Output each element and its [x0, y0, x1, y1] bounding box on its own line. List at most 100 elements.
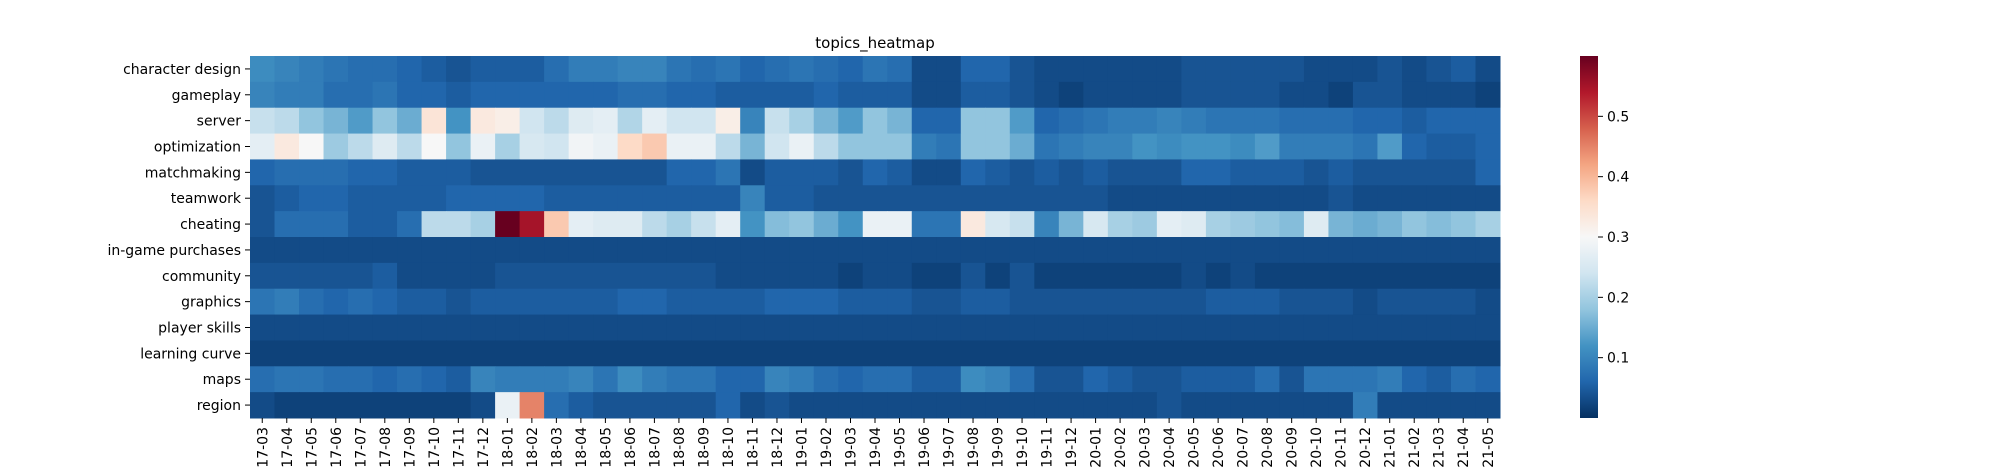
heatmap-cell — [691, 288, 717, 316]
heatmap-cell — [1426, 340, 1452, 367]
x-tick-label: 18-07 — [647, 427, 663, 468]
heatmap-cell — [985, 211, 1011, 238]
heatmap-cell — [1475, 185, 1501, 212]
heatmap-cell — [813, 211, 839, 238]
heatmap-cell — [1401, 262, 1427, 290]
colorbar-gradient — [1580, 56, 1598, 418]
heatmap-cell — [470, 81, 496, 109]
heatmap-cell — [715, 133, 741, 160]
heatmap-cell — [1303, 237, 1329, 264]
heatmap-cell — [593, 107, 619, 135]
heatmap-cell — [642, 211, 668, 238]
heatmap-cell — [446, 237, 472, 264]
heatmap-cell — [323, 262, 349, 290]
heatmap-cell — [348, 185, 374, 212]
heatmap-cell — [1377, 107, 1403, 135]
x-tick-label: 18-01 — [500, 427, 516, 468]
heatmap-cell — [1377, 262, 1403, 290]
heatmap-cell — [1205, 56, 1231, 83]
heatmap-cell — [323, 288, 349, 316]
heatmap-cell — [691, 185, 717, 212]
heatmap-cell — [985, 262, 1011, 290]
heatmap-cell — [1009, 288, 1035, 316]
x-tick-label: 19-09 — [991, 427, 1007, 468]
heatmap-cell — [691, 262, 717, 290]
heatmap-cell — [715, 314, 741, 341]
heatmap-cell — [1083, 392, 1109, 419]
heatmap-cell — [372, 133, 398, 160]
heatmap-cell — [642, 392, 668, 419]
x-tick-label: 18-03 — [549, 427, 565, 468]
heatmap-cell — [1156, 314, 1182, 341]
heatmap-cell — [1230, 133, 1256, 160]
heatmap-cell — [593, 366, 619, 393]
heatmap-cell — [617, 262, 643, 290]
heatmap-cell — [838, 133, 864, 160]
heatmap-cell — [1352, 159, 1378, 186]
heatmap-cell — [544, 262, 570, 290]
heatmap-cell — [1107, 81, 1133, 109]
heatmap-cell — [1181, 314, 1207, 341]
heatmap-cell — [887, 56, 913, 83]
heatmap-cell — [1181, 340, 1207, 367]
heatmap-cell — [421, 133, 447, 160]
heatmap-cell — [1107, 262, 1133, 290]
heatmap-cell — [446, 133, 472, 160]
heatmap-cell — [887, 107, 913, 135]
colorbar-tick-label: 0.1 — [1607, 351, 1629, 367]
heatmap-cell — [1034, 340, 1060, 367]
heatmap-cell — [1377, 314, 1403, 341]
heatmap-cell — [789, 237, 815, 264]
heatmap-cell — [1377, 237, 1403, 264]
heatmap-cell — [1058, 237, 1084, 264]
heatmap-cell — [1377, 340, 1403, 367]
x-tick-label: 18-11 — [745, 427, 761, 468]
heatmap-cell — [1034, 211, 1060, 238]
heatmap-cell — [1426, 159, 1452, 186]
heatmap-cell — [1181, 262, 1207, 290]
heatmap-cell — [691, 56, 717, 83]
heatmap-cell — [1426, 107, 1452, 135]
heatmap-cell — [1352, 133, 1378, 160]
heatmap-cell — [1426, 133, 1452, 160]
heatmap-cell — [740, 314, 766, 341]
heatmap-cell — [862, 392, 888, 419]
heatmap-cell — [299, 314, 325, 341]
heatmap-cell — [1083, 133, 1109, 160]
heatmap-cell — [1279, 81, 1305, 109]
heatmap-cell — [691, 237, 717, 264]
heatmap-cell — [274, 81, 300, 109]
heatmap-cell — [250, 133, 276, 160]
heatmap-cell — [323, 314, 349, 341]
heatmap-cell — [1009, 314, 1035, 341]
heatmap-cell — [495, 237, 521, 264]
heatmap-cell — [764, 314, 790, 341]
heatmap-cell — [1328, 211, 1354, 238]
heatmap-cell — [862, 56, 888, 83]
heatmap-cell — [1450, 366, 1476, 393]
x-tick-label: 18-06 — [623, 427, 639, 468]
heatmap-cell — [1132, 133, 1158, 160]
heatmap-cell — [813, 340, 839, 367]
heatmap-cell — [985, 392, 1011, 419]
heatmap-cell — [911, 107, 937, 135]
heatmap-cell — [617, 56, 643, 83]
heatmap-cell — [887, 314, 913, 341]
heatmap-cell — [1377, 288, 1403, 316]
heatmap-cell — [323, 185, 349, 212]
heatmap-cell — [274, 392, 300, 419]
heatmap-cell — [838, 185, 864, 212]
heatmap-cell — [568, 81, 594, 109]
heatmap-cell — [470, 159, 496, 186]
heatmap-cell — [960, 262, 986, 290]
heatmap-cell — [789, 81, 815, 109]
heatmap-cell — [250, 81, 276, 109]
heatmap-cell — [470, 288, 496, 316]
heatmap-cell — [495, 211, 521, 238]
heatmap-cell — [740, 56, 766, 83]
heatmap-cell — [299, 159, 325, 186]
heatmap-cell — [568, 340, 594, 367]
heatmap-cell — [936, 133, 962, 160]
heatmap-cell — [617, 81, 643, 109]
